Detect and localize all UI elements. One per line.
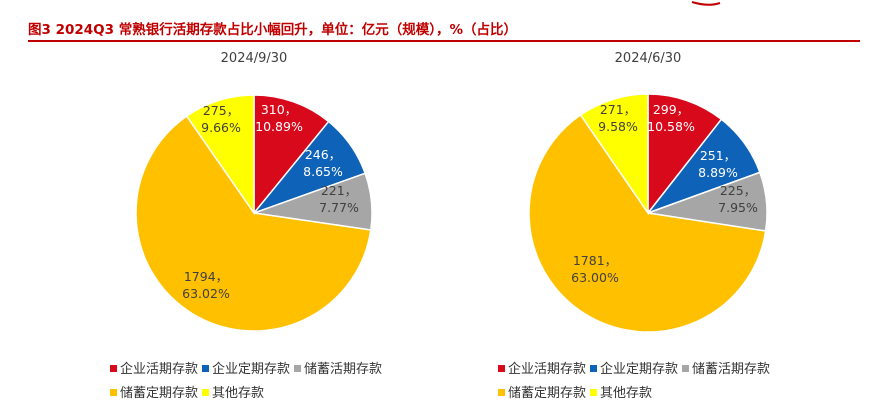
title-rule [28,40,860,42]
legend-swatch [590,389,598,396]
legend-row-0: 企业活期存款 企业定期存款 储蓄活期存款 [498,358,774,382]
legend-row-1: 储蓄定期存款 其他存款 [110,382,386,406]
legend-label: 储蓄活期存款 [304,362,383,377]
legend-left: 企业活期存款 企业定期存款 储蓄活期存款 储蓄定期存款 其他存款 [110,358,386,406]
legend-right: 企业活期存款 企业定期存款 储蓄活期存款 储蓄定期存款 其他存款 [498,358,774,406]
data-label-savings-demand-1: 225， 7.95% [718,183,758,215]
legend-swatch [202,389,210,396]
pie-slice-enterprise-demand-1 [647,93,723,216]
legend-swatch [110,389,117,396]
data-label-other-1: 271， 9.58% [598,102,638,134]
legend-swatch [202,365,210,372]
legend-swatch [110,365,117,372]
legend-item-other: 其他存款 [202,382,264,406]
legend-item-other: 其他存款 [590,382,652,406]
legend-item-enterprise-time: 企业定期存款 [202,358,290,382]
figure-title: 图3 2024Q3 常熟银行活期存款占比小幅回升，单位：亿元（规模），%（占比） [28,22,518,38]
data-label-enterprise-time-1: 251， 8.89% [698,148,738,180]
legend-swatch [294,365,302,372]
data-label-enterprise-time-0: 246， 8.65% [303,147,343,179]
legend-label: 储蓄活期存款 [692,362,771,377]
legend-label: 企业活期存款 [508,362,587,377]
data-label-savings-time-0: 1794， 63.02% [182,269,230,301]
legend-swatch [498,389,505,396]
pie-slice-enterprise-demand-0 [253,94,330,216]
data-label-other-0: 275， 9.66% [201,103,241,135]
legend-row-0: 企业活期存款 企业定期存款 储蓄活期存款 [110,358,386,382]
legend-item-enterprise-demand: 企业活期存款 [498,358,586,382]
legend-swatch [682,365,690,372]
legend-label: 企业定期存款 [600,362,679,377]
legend-item-enterprise-demand: 企业活期存款 [110,358,198,382]
chart-title-0: 2024/9/30 [221,51,288,66]
pie-slice-other-0 [185,94,255,216]
legend-label: 储蓄定期存款 [508,386,587,401]
data-label-enterprise-demand-0: 310， 10.89% [255,102,303,134]
chart-title-1: 2024/6/30 [615,51,682,66]
legend-item-savings-time: 储蓄定期存款 [498,382,586,406]
legend-swatch [498,365,505,372]
legend-label: 企业活期存款 [120,362,199,377]
legend-label: 其他存款 [212,386,265,401]
legend-item-savings-demand: 储蓄活期存款 [294,358,382,382]
legend-row-1: 储蓄定期存款 其他存款 [498,382,774,406]
pie-slice-savings-time-0 [135,115,372,332]
legend-swatch [590,365,598,372]
legend-label: 其他存款 [600,386,653,401]
pie-slice-other-1 [579,93,649,216]
legend-item-enterprise-time: 企业定期存款 [590,358,678,382]
pie-slice-savings-time-1 [528,113,767,333]
legend-item-savings-time: 储蓄定期存款 [110,382,198,406]
legend-item-savings-demand: 储蓄活期存款 [682,358,770,382]
data-label-savings-demand-0: 221， 7.77% [319,183,359,215]
data-label-enterprise-demand-1: 299， 10.58% [647,102,695,134]
legend-label: 储蓄定期存款 [120,386,199,401]
legend-label: 企业定期存款 [212,362,291,377]
decorative-swoosh [691,1,721,6]
data-label-savings-time-1: 1781， 63.00% [571,253,619,285]
